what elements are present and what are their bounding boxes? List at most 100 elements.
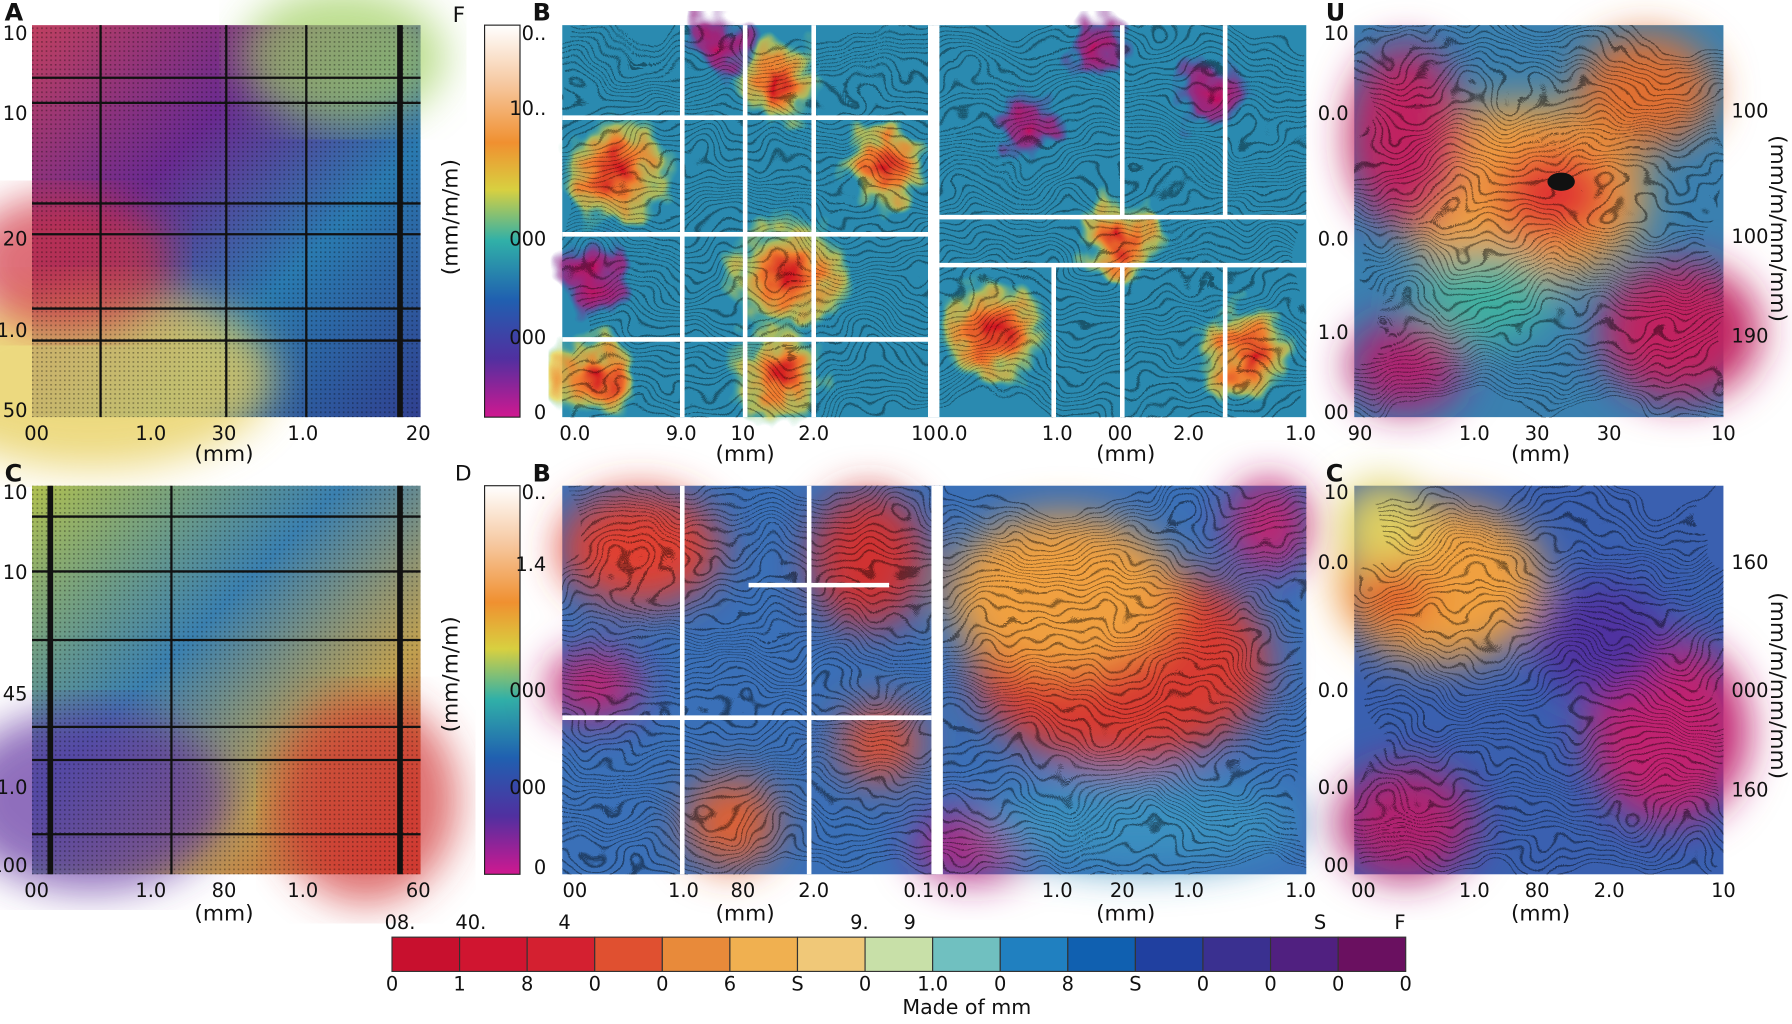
x-tick-label: 1.0 — [135, 879, 166, 902]
colorbar-d — [484, 485, 521, 875]
colorbar-tick-label: 000 — [509, 679, 546, 702]
x-tick-label: 00 — [24, 879, 49, 902]
panel-label: B — [533, 459, 551, 487]
x-axis-label: (mm) — [1511, 901, 1570, 926]
y-tick-label: 1.0 — [0, 319, 27, 342]
colorbar-f — [484, 24, 521, 418]
x-tick-label: 1.0 — [1285, 879, 1316, 902]
x-tick-label: 9.0 — [666, 422, 697, 445]
x-tick-label: 80 — [731, 879, 756, 902]
colorbar-segment — [864, 936, 934, 972]
x-tick-label: 00 — [563, 879, 588, 902]
x-tick-label: 00 — [1351, 879, 1376, 902]
colorbar-tick-label: 0 — [656, 973, 668, 996]
colorbar-segment — [796, 936, 866, 972]
colorbar-segment — [1134, 936, 1204, 972]
x-tick-label: 1.0 — [1173, 879, 1204, 902]
y-tick-label: 00 — [1324, 401, 1349, 424]
y-tick-label: 20 — [3, 228, 28, 251]
colorbar-tick-label: 1.0 — [917, 973, 948, 996]
colorbar-segment — [729, 936, 799, 972]
y-tick-label: 10 — [3, 102, 28, 125]
colorbar-tick-label: 10.. — [509, 97, 546, 120]
x-tick-label: 1.0 — [668, 879, 699, 902]
x-tick-label: 80 — [212, 879, 237, 902]
colorbar-segment — [1337, 936, 1407, 972]
y2-axis-label: (mm/m/mm/mm) — [1765, 592, 1790, 779]
y-tick-label: 0.0 — [1318, 776, 1349, 799]
colorbar-tick-label: 0 — [386, 973, 398, 996]
x-tick-label: 1.0 — [1459, 879, 1490, 902]
y-tick-label: 50 — [3, 399, 28, 422]
y-tick-label: 0.0 — [1318, 551, 1349, 574]
y-tick-label: 10 — [1324, 22, 1349, 45]
x-axis-label: (mm) — [1096, 442, 1155, 467]
y2-axis-label: (mm/m/mm/mm) — [1765, 135, 1790, 322]
y2-tick-label: 160 — [1731, 778, 1768, 801]
colorbar-tick-label: 1 — [453, 973, 465, 996]
x-tick-label: 1.0 — [1042, 879, 1073, 902]
x-tick-label: 20 — [406, 422, 431, 445]
y2-tick-label: 160 — [1731, 551, 1768, 574]
y-tick-label: 10 — [1324, 481, 1349, 504]
colorbar-label: D — [455, 461, 472, 486]
x-axis-label: (mm) — [194, 901, 253, 926]
y-tick-label: 10 — [3, 22, 28, 45]
colorbar-top-label: 08. — [385, 911, 416, 934]
x-tick-label: 10 — [1711, 422, 1736, 445]
x-axis-label: (mm) — [716, 901, 775, 926]
colorbar-segment — [391, 936, 461, 972]
x-tick-label: 80 — [1525, 879, 1550, 902]
panel-label: C — [5, 459, 23, 487]
colorbar-segment — [459, 936, 528, 972]
x-tick-label: 1.0 — [287, 422, 318, 445]
colorbar-top-label: 9 — [904, 911, 916, 934]
y2-tick-label: 100 — [1731, 225, 1768, 248]
x-tick-label: 2.0 — [1173, 422, 1204, 445]
panel-label: C — [1326, 459, 1344, 487]
x-tick-label: 1.0 — [1459, 422, 1490, 445]
heatmap-b-bottom — [548, 480, 1309, 880]
heatmap-c — [0, 485, 458, 903]
y2-tick-label: 190 — [1731, 325, 1768, 348]
heatmap-b-top — [548, 11, 1307, 429]
colorbar-tick-label: 0 — [994, 973, 1006, 996]
colorbar-tick-label: 0 — [859, 973, 871, 996]
colorbar-tick-label: 1.4 — [515, 553, 546, 576]
y-tick-label: 1.0 — [1318, 321, 1349, 344]
colorbar-tick-label: 0 — [1264, 973, 1276, 996]
colorbar-segment — [526, 936, 596, 972]
y-tick-label: 45 — [3, 682, 28, 705]
y-tick-label: 0.0 — [1318, 102, 1349, 125]
x-tick-label: 30 — [1525, 422, 1550, 445]
x-tick-label: 0.0 — [559, 422, 590, 445]
x-tick-label: 0.1 — [903, 879, 934, 902]
x-tick-label: 00 — [24, 422, 49, 445]
colorbar-segment — [661, 936, 731, 972]
colorbar-tick-label: 0 — [589, 973, 601, 996]
colorbar-axis-label: (mm/m/m) — [438, 159, 463, 275]
y-tick-label: 10 — [3, 481, 28, 504]
colorbar-axis-label: (mm/m/m) — [438, 616, 463, 732]
x-tick-label: 60 — [406, 879, 431, 902]
x-tick-label: 0.0 — [937, 422, 968, 445]
colorbar-tick-label: 0.. — [522, 481, 547, 504]
y-tick-label: 100 — [0, 854, 27, 877]
x-tick-label: 1.0 — [1042, 422, 1073, 445]
colorbar-tick-label: 0 — [534, 856, 546, 879]
x-tick-label: 0.0 — [937, 879, 968, 902]
x-tick-label: 20 — [1110, 879, 1135, 902]
y-tick-label: 10 — [3, 561, 28, 584]
colorbar-segment — [932, 936, 1001, 972]
colorbar-top-label: 40. — [455, 911, 486, 934]
colorbar-title: Made of mm — [902, 995, 1031, 1019]
colorbar-tick-label: 000 — [509, 228, 546, 251]
x-axis-label: (mm) — [1096, 901, 1155, 926]
colorbar-top-label: S — [1314, 911, 1326, 934]
colorbar-top-label: F — [1394, 911, 1405, 934]
colorbar-tick-label: 000 — [509, 326, 546, 349]
x-tick-label: 10 — [911, 422, 936, 445]
x-tick-label: 90 — [1348, 422, 1373, 445]
